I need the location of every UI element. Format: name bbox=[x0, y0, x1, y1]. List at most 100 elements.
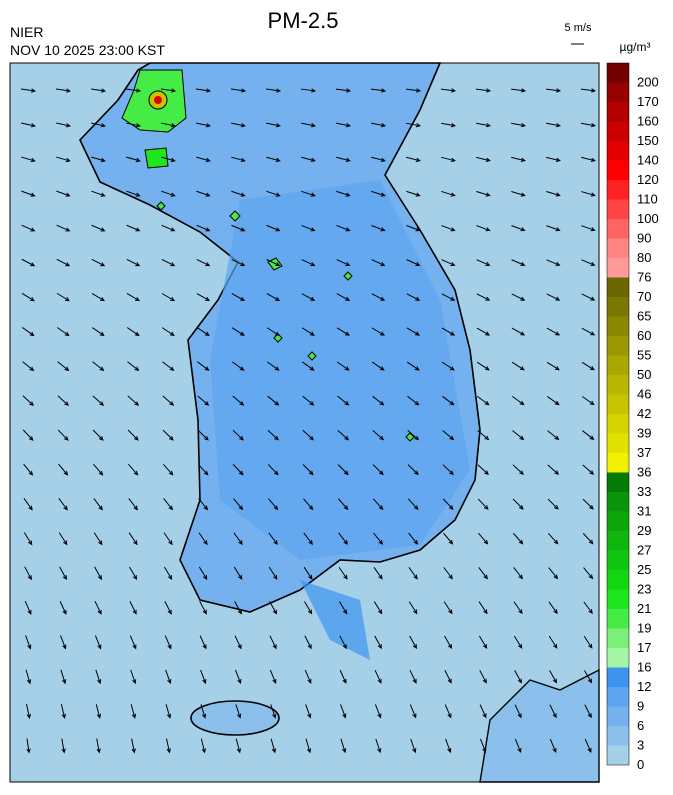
wind-arrow bbox=[512, 430, 525, 441]
wind-arrow bbox=[266, 293, 281, 301]
wind-arrow bbox=[407, 498, 419, 511]
wind-arrow bbox=[511, 259, 526, 266]
wind-arrow bbox=[371, 122, 387, 128]
wind-arrow bbox=[126, 190, 141, 197]
wind-arrow bbox=[196, 327, 210, 336]
wind-arrow bbox=[161, 258, 176, 267]
wind-arrow bbox=[546, 156, 561, 162]
wind-arrow bbox=[408, 601, 418, 615]
wind-arrow bbox=[546, 327, 561, 336]
wind-arrow bbox=[92, 361, 105, 372]
wind-arrow bbox=[408, 532, 419, 545]
wind-arrow bbox=[372, 498, 384, 511]
wind-arrow bbox=[231, 156, 246, 163]
legend-swatch bbox=[607, 63, 629, 83]
wind-arrow bbox=[441, 225, 456, 232]
legend-label: 46 bbox=[637, 387, 651, 402]
wind-arrow bbox=[161, 190, 176, 197]
wind-arrow bbox=[130, 669, 137, 685]
wind-arrow bbox=[335, 88, 352, 93]
wind-arrow bbox=[267, 395, 280, 406]
legend-swatch bbox=[607, 375, 629, 395]
wind-arrow bbox=[442, 498, 454, 510]
wind-arrow bbox=[476, 122, 492, 128]
wind-arrow bbox=[409, 704, 417, 719]
wind-arrow bbox=[549, 738, 557, 753]
wind-arrow bbox=[374, 704, 382, 719]
wind-arrow bbox=[478, 635, 488, 649]
wind-arrow bbox=[511, 191, 526, 197]
wind-arrow bbox=[163, 498, 174, 511]
legend-swatch bbox=[607, 745, 629, 765]
legend-label: 160 bbox=[637, 114, 659, 129]
wind-arrow bbox=[94, 566, 102, 581]
wind-arrow bbox=[268, 532, 278, 546]
wind-arrow bbox=[161, 224, 176, 232]
legend-label: 36 bbox=[637, 465, 651, 480]
wind-arrow bbox=[373, 566, 383, 580]
wind-arrow bbox=[21, 156, 36, 163]
wind-arrow bbox=[196, 190, 211, 197]
wind-arrow bbox=[583, 601, 593, 615]
wind-arrow bbox=[547, 430, 560, 441]
wind-arrow bbox=[406, 327, 421, 336]
wind-arrow bbox=[302, 395, 315, 406]
wind-arrow bbox=[126, 122, 141, 128]
wind-arrow bbox=[408, 567, 418, 580]
wind-arrow bbox=[128, 463, 139, 476]
wind-arrow bbox=[95, 669, 102, 685]
legend-label: 65 bbox=[637, 309, 651, 324]
wind-arrow bbox=[198, 498, 209, 511]
wind-arrow bbox=[303, 498, 314, 511]
wind-arrow bbox=[443, 601, 453, 615]
legend-swatch bbox=[607, 414, 629, 434]
wind-arrow bbox=[24, 566, 32, 581]
wind-arrow bbox=[301, 190, 316, 197]
wind-arrow bbox=[23, 463, 34, 476]
wind-arrow bbox=[266, 156, 281, 163]
high-area bbox=[144, 147, 169, 169]
wind-arrow bbox=[476, 259, 491, 266]
wind-arrow bbox=[371, 293, 386, 301]
wind-arrow bbox=[162, 361, 175, 371]
wind-arrow bbox=[233, 566, 243, 580]
wind-arrow bbox=[301, 224, 316, 232]
wind-arrow bbox=[476, 361, 490, 371]
wind-arrow bbox=[265, 88, 282, 93]
wind-arrow bbox=[200, 738, 206, 754]
wind-arrow bbox=[57, 429, 69, 441]
legend-swatch bbox=[607, 277, 629, 297]
wind-arrow bbox=[511, 293, 526, 301]
wind-arrow bbox=[441, 190, 456, 197]
wind-arrow bbox=[441, 327, 456, 336]
wind-arrow bbox=[60, 704, 66, 719]
wind-arrow bbox=[336, 122, 351, 128]
wind-arrow bbox=[128, 498, 138, 511]
high-area bbox=[156, 201, 415, 442]
wind-arrow bbox=[95, 704, 102, 719]
legend-swatch bbox=[607, 394, 629, 414]
wind-arrow bbox=[200, 669, 207, 685]
wind-arrow bbox=[25, 669, 32, 685]
legend-label: 76 bbox=[637, 270, 651, 285]
wind-arrow bbox=[373, 532, 384, 545]
wind-arrow bbox=[304, 635, 312, 650]
wind-arrow bbox=[441, 259, 456, 266]
legend-swatch bbox=[607, 82, 629, 102]
wind-arrow bbox=[337, 464, 349, 476]
wind-arrow bbox=[409, 669, 417, 684]
wind-arrow bbox=[57, 361, 70, 372]
wind-arrow bbox=[546, 293, 561, 301]
legend-label: 31 bbox=[637, 504, 651, 519]
wind-arrow bbox=[92, 429, 104, 441]
wind-arrow bbox=[336, 327, 350, 336]
wind-arrow bbox=[511, 122, 527, 128]
wind-arrow bbox=[21, 224, 36, 232]
legend-swatch bbox=[607, 726, 629, 746]
wind-arrow bbox=[547, 532, 559, 545]
wind-arrow bbox=[511, 361, 525, 371]
legend-swatch bbox=[607, 648, 629, 668]
wind-arrow bbox=[475, 88, 492, 93]
wind-arrow bbox=[338, 532, 349, 545]
wind-arrow bbox=[580, 88, 597, 93]
